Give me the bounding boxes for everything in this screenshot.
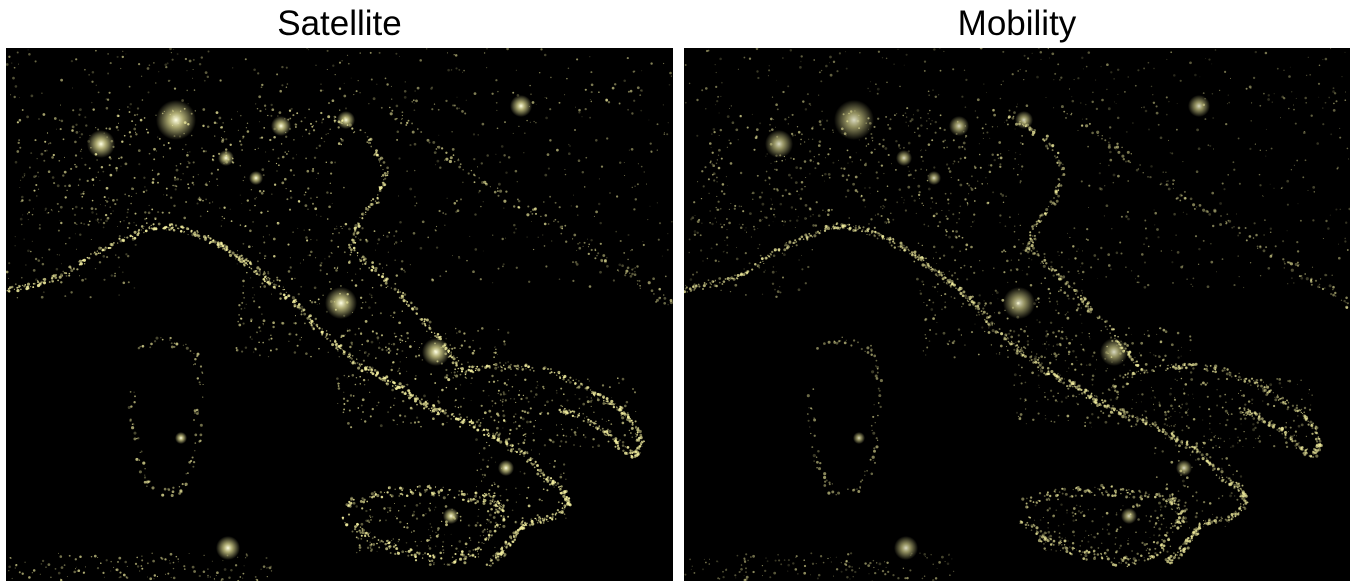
mobility-map-canvas xyxy=(684,48,1350,581)
satellite-map-canvas xyxy=(6,48,673,581)
mobility-night-lights-map xyxy=(684,48,1350,581)
mobility-panel-title: Mobility xyxy=(957,4,1077,43)
satellite-panel-title: Satellite xyxy=(277,4,402,43)
satellite-panel: Satellite xyxy=(6,0,673,581)
mobility-panel: Mobility xyxy=(684,0,1350,581)
satellite-night-lights-map xyxy=(6,48,673,581)
